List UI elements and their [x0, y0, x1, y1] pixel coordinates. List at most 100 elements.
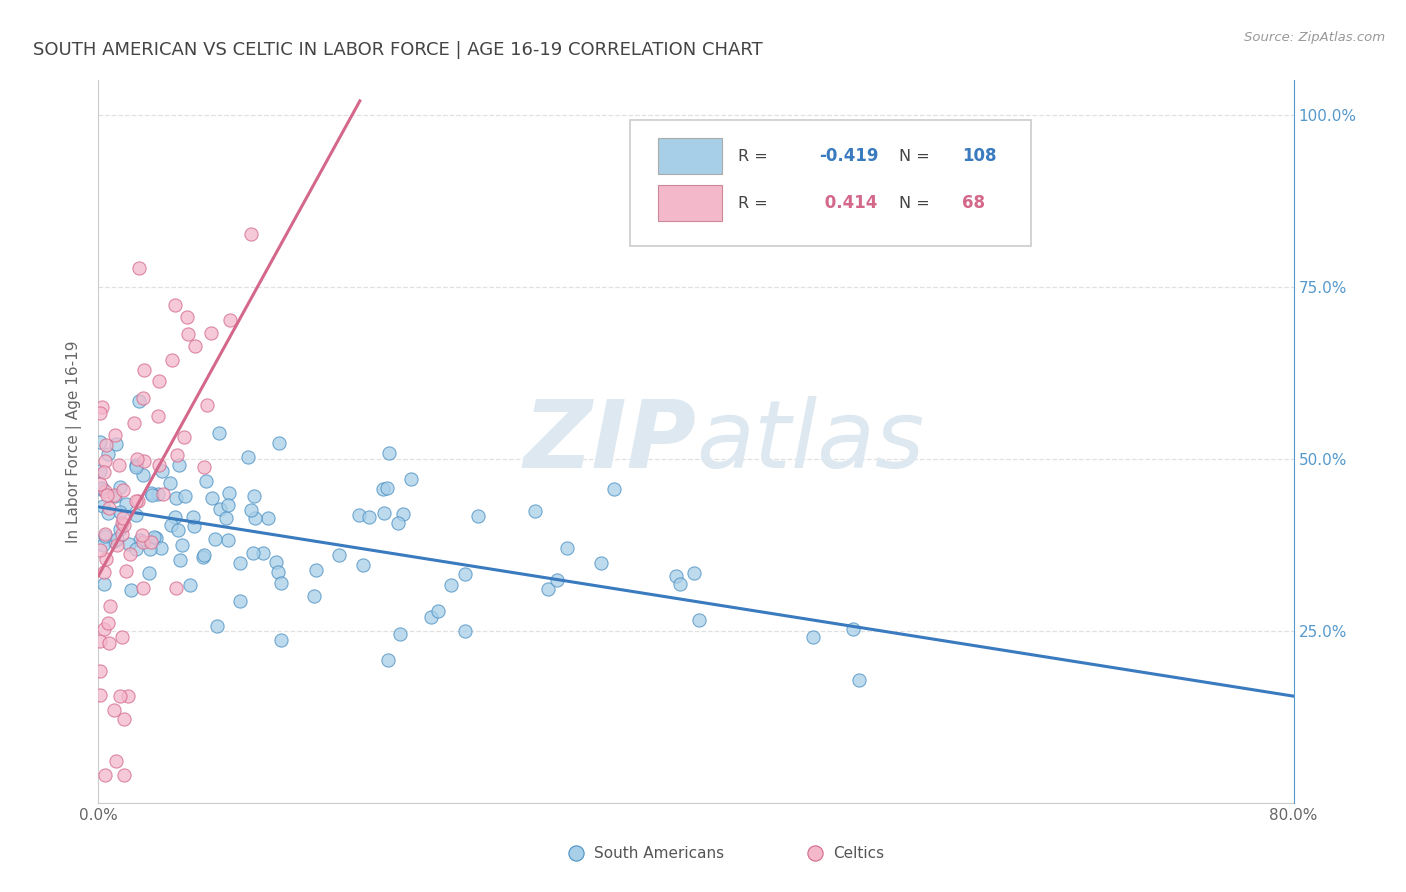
Point [139, 541, 162, 556]
Point [377, 481, 399, 495]
Point [89, 542, 111, 557]
Point [148, 487, 170, 501]
Point [94, 483, 117, 498]
Point [120, 547, 142, 561]
Point [117, 689, 139, 703]
Point [193, 459, 215, 474]
Point [391, 507, 413, 521]
Point [305, 563, 328, 577]
Point [242, 546, 264, 560]
Point [104, 489, 127, 503]
Point [90, 400, 112, 414]
Text: N =: N = [900, 195, 929, 211]
Point [179, 578, 201, 592]
Point [97, 615, 120, 630]
Point [142, 530, 165, 544]
Point [122, 416, 145, 430]
Point [359, 510, 381, 524]
Point [163, 510, 186, 524]
Point [245, 511, 267, 525]
Point [215, 510, 238, 524]
Point [266, 565, 288, 579]
Point [195, 398, 218, 412]
Point [420, 609, 443, 624]
Point [347, 508, 370, 522]
Point [93, 622, 115, 636]
Point [112, 517, 135, 532]
Point [94, 527, 117, 541]
Point [131, 581, 153, 595]
Point [665, 569, 688, 583]
Point [118, 536, 141, 550]
Text: 108: 108 [963, 147, 997, 165]
Point [183, 510, 205, 524]
Point [96, 552, 118, 566]
Point [91, 481, 114, 495]
Point [173, 430, 195, 444]
Point [170, 538, 193, 552]
Point [269, 435, 291, 450]
Point [229, 556, 252, 570]
Point [373, 506, 395, 520]
Point [108, 690, 131, 704]
Point [555, 541, 578, 555]
Point [150, 541, 173, 555]
Point [131, 528, 153, 542]
Point [111, 516, 134, 530]
Point [132, 392, 155, 406]
Point [589, 556, 612, 570]
Point [177, 327, 200, 342]
Point [152, 487, 174, 501]
Point [125, 542, 148, 557]
Point [183, 518, 205, 533]
Point [159, 475, 181, 490]
Point [688, 613, 710, 627]
Point [138, 566, 160, 580]
Point [264, 555, 287, 569]
Point [803, 630, 825, 644]
Point [108, 480, 131, 494]
Point [184, 339, 207, 353]
Point [141, 535, 163, 549]
Point [97, 447, 120, 461]
Point [270, 576, 292, 591]
Text: South Americans: South Americans [595, 846, 724, 861]
Point [685, 844, 707, 858]
Point [128, 261, 150, 276]
Point [125, 508, 148, 523]
Point [91, 499, 114, 513]
Point [399, 472, 422, 486]
Text: Source: ZipAtlas.com: Source: ZipAtlas.com [1244, 31, 1385, 45]
Point [111, 527, 134, 541]
Point [90, 482, 112, 496]
Point [89, 435, 111, 450]
Point [193, 549, 215, 563]
Point [141, 488, 163, 502]
Point [167, 523, 190, 537]
Point [195, 475, 218, 489]
Point [89, 665, 111, 679]
Point [97, 506, 120, 520]
Point [454, 567, 477, 582]
Point [163, 298, 186, 312]
Point [89, 633, 111, 648]
Point [204, 532, 226, 546]
Point [240, 227, 263, 241]
Point [207, 619, 229, 633]
Point [104, 428, 127, 442]
Point [159, 517, 181, 532]
Point [105, 437, 128, 451]
Point [128, 393, 150, 408]
Point [120, 583, 142, 598]
Point [217, 533, 239, 547]
Point [427, 604, 450, 618]
Point [388, 627, 411, 641]
Point [98, 636, 121, 650]
Point [207, 425, 229, 440]
Point [89, 688, 111, 702]
Text: Celtics: Celtics [834, 846, 884, 861]
Point [93, 565, 115, 579]
Point [218, 486, 240, 500]
Point [115, 564, 138, 578]
Point [166, 448, 188, 462]
